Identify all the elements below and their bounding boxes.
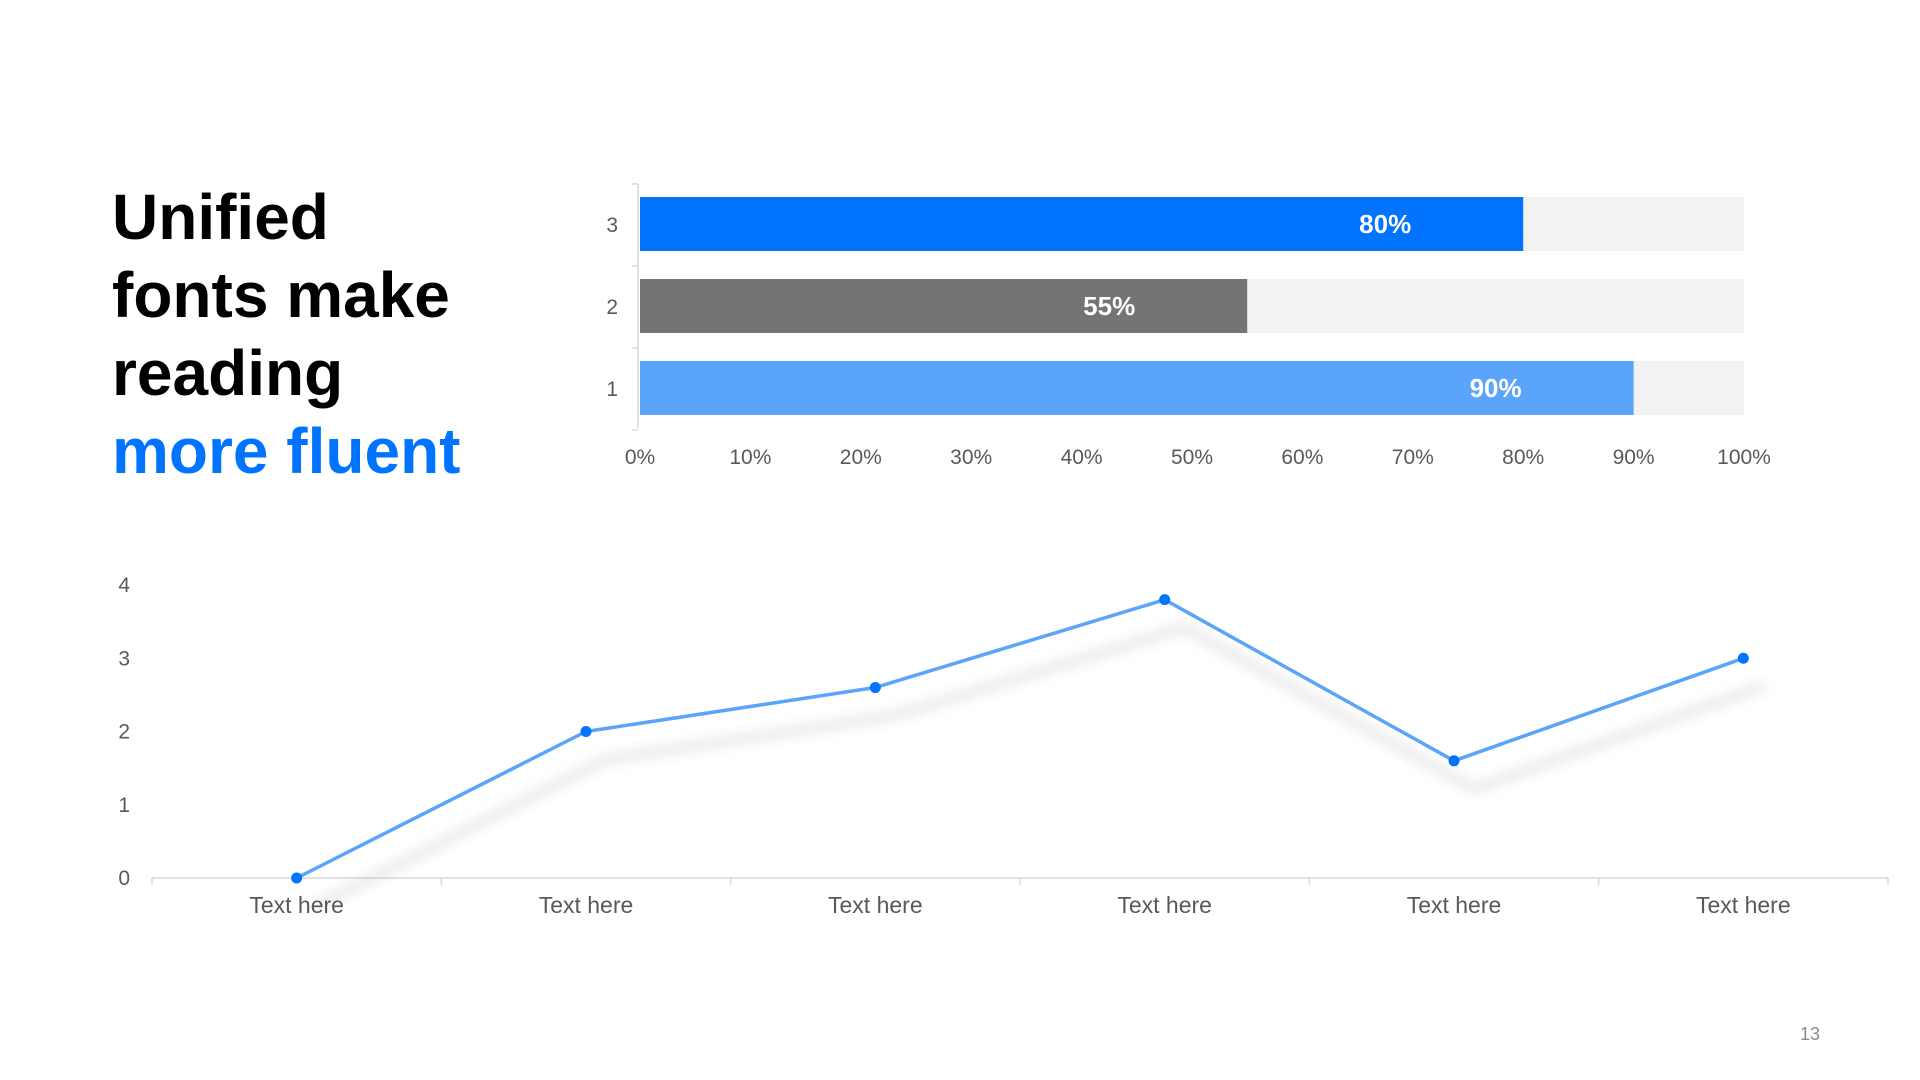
data-point [1159, 594, 1171, 606]
bar-category-label: 3 [606, 214, 618, 237]
bar-x-tick-label: 0% [625, 446, 655, 469]
bar-x-tick-label: 70% [1392, 446, 1434, 469]
bar-x-tick-label: 100% [1717, 446, 1771, 469]
line-x-tick-label: Text here [1117, 892, 1212, 918]
bar-x-tick-label: 90% [1613, 446, 1655, 469]
data-point [869, 682, 881, 694]
title-accent-line: more fluent [112, 415, 461, 487]
bar [640, 279, 1248, 333]
bar-x-tick-label: 20% [840, 446, 882, 469]
title-line-1: Unified [112, 181, 329, 253]
bar-x-tick-label: 30% [950, 446, 992, 469]
bar-x-tick-label: 40% [1061, 446, 1103, 469]
title-line-3: reading [112, 337, 344, 409]
bar-category-label: 2 [606, 296, 618, 319]
line-y-tick-label: 3 [118, 647, 130, 670]
bar-category-label: 1 [606, 378, 618, 401]
line-y-tick-label: 2 [118, 721, 130, 744]
bar-data-label: 55% [1083, 291, 1135, 321]
title-line-2: fonts make [112, 259, 450, 331]
line-y-tick-label: 4 [118, 574, 130, 597]
bar-x-tick-label: 80% [1502, 446, 1544, 469]
page-number: 13 [1799, 1024, 1821, 1044]
series-line-shadow [315, 623, 1765, 910]
line-y-tick-label: 0 [118, 867, 130, 890]
data-point [580, 726, 592, 737]
line-x-tick-label: Text here [828, 892, 923, 918]
bar-data-label: 80% [1359, 209, 1411, 239]
series-line [295, 597, 1744, 880]
data-point [291, 872, 303, 884]
bar-x-tick-label: 50% [1171, 446, 1213, 469]
bar-x-tick-label: 60% [1281, 446, 1323, 469]
slide-title: Unified fonts make reading more fluent [112, 178, 552, 490]
data-point [1737, 652, 1749, 664]
bar-data-label: 90% [1470, 373, 1522, 403]
data-point [1448, 755, 1460, 767]
line-x-tick-label: Text here [539, 892, 634, 918]
bar [640, 361, 1634, 415]
line-x-tick-label: Text here [1696, 892, 1791, 918]
bar [640, 197, 1524, 251]
bar-x-tick-label: 10% [729, 446, 771, 469]
line-y-tick-label: 1 [118, 794, 130, 817]
line-x-tick-label: Text here [1407, 892, 1502, 918]
